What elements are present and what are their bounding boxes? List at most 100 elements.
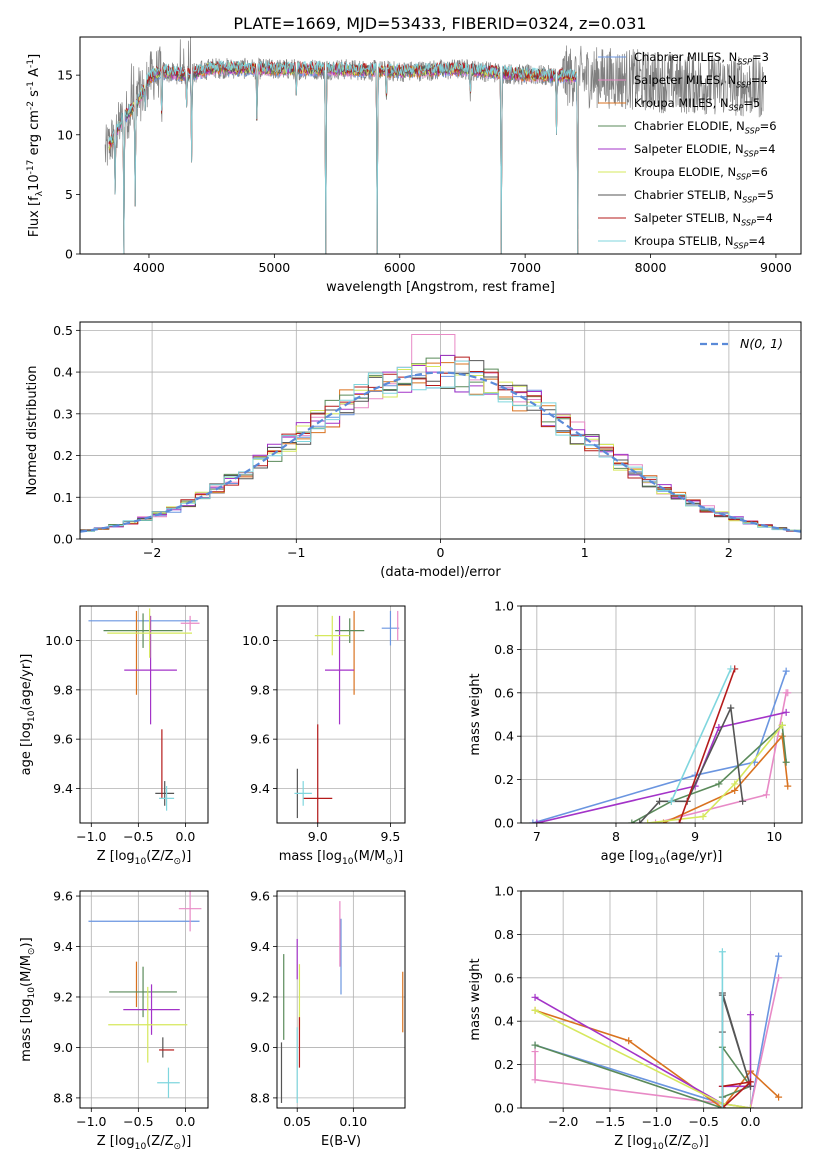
series-line — [534, 1009, 780, 1108]
plot-area-mass-weight-vs-Z — [531, 948, 783, 1108]
plus-marker — [699, 812, 707, 820]
model-spectrum-1 — [108, 63, 579, 254]
plus-marker — [784, 782, 792, 790]
errorbar-point-9 — [157, 1067, 180, 1098]
y-tick-label: 10.0 — [242, 633, 270, 648]
series-line — [678, 668, 736, 823]
y-tick-label: 9.2 — [53, 989, 73, 1004]
x-tick-label: −1 — [287, 545, 305, 560]
residual-histogram-2 — [80, 334, 801, 532]
y-tick-label: 0.1 — [53, 490, 73, 505]
plus-marker — [775, 1093, 783, 1101]
y-axis-label: Flux [fλ​10-17​ erg cm-2​ s-1​ A-1​] — [26, 54, 45, 237]
axes-frame — [276, 890, 406, 1109]
panel-mass-weight-vs-age: 7 8 9 10 0.0 0.2 0.4 0.6 0.8 1.0 age [log10​(age/y… — [468, 599, 803, 867]
spectrum-legend: Chabrier MILES, NSSP​=3 Salpeter MILES, N… — [598, 50, 777, 250]
x-axis-label: Z [log10​(Z/Z⊙​)] — [614, 1134, 709, 1152]
plus-marker — [746, 1011, 754, 1019]
plus-marker — [775, 974, 783, 982]
x-tick-label: 5000 — [258, 260, 290, 275]
model-spectrum-7 — [108, 61, 579, 254]
plus-marker — [531, 1041, 539, 1049]
y-tick-label: 15 — [57, 68, 73, 83]
x-axis-label: Z [log10​(Z/Z⊙​)] — [97, 1134, 192, 1152]
model-spectrum-9 — [108, 60, 579, 254]
y-tick-label: 9.2 — [250, 989, 270, 1004]
series-line — [647, 724, 783, 823]
y-axis-label: mass [log10​(M/M⊙​)] — [19, 937, 37, 1061]
plus-marker — [746, 1078, 754, 1086]
y-tick-label: 1.0 — [494, 599, 514, 614]
y-tick-label: 0.4 — [494, 1014, 514, 1029]
plus-marker — [529, 819, 537, 823]
plus-marker — [782, 667, 790, 675]
x-tick-label: 0.0 — [741, 1114, 761, 1129]
series-line — [663, 734, 789, 823]
panel-age-vs-mass: 9.0 9.5 9.4 9.6 9.8 10.0 mass [log10​(M/M⊙​)] — [242, 605, 406, 867]
y-tick-label: 9.4 — [250, 939, 270, 954]
errorbar-point-9 — [159, 786, 175, 811]
y-tick-label: 0.6 — [494, 970, 514, 985]
y-axis-label: mass weight — [468, 673, 483, 755]
plus-marker — [675, 819, 683, 823]
weight-series-2 — [652, 689, 792, 823]
plus-marker — [778, 732, 786, 740]
axes-frame — [520, 890, 803, 1109]
series-line — [655, 691, 788, 823]
plus-marker — [667, 797, 675, 805]
plus-marker — [636, 819, 644, 823]
x-tick-label: 0 — [437, 545, 445, 560]
model-spectrum-3 — [108, 63, 579, 254]
panel-mass-weight-vs-Z: −2.0 −1.5 −1.0 −0.5 0.0 0.0 0.2 0.4 0.6 0.8 1.0 Z [… — [468, 884, 803, 1152]
plus-marker — [531, 1006, 539, 1014]
x-tick-label: −0.5 — [123, 829, 153, 844]
y-tick-label: 1.0 — [494, 884, 514, 899]
plot-area-residuals — [80, 334, 801, 533]
x-tick-label: 2 — [725, 545, 733, 560]
plus-marker — [531, 993, 539, 1001]
panel-age-vs-Z: −1.0 −0.5 0.0 9.4 9.6 9.8 10.0 Z [log10​(Z/Z⊙​)… — [19, 605, 209, 867]
legend-label-6: Kroupa ELODIE, NSSP​=6 — [634, 165, 768, 181]
plot-area-spectrum — [104, 37, 764, 254]
y-tick-label: 0.0 — [53, 532, 73, 547]
y-tick-label: 9.0 — [250, 1040, 270, 1055]
y-tick-label: 0.0 — [494, 1101, 514, 1116]
weight-series-9 — [667, 665, 735, 805]
series-line — [536, 711, 787, 823]
errorbar-point-5 — [325, 615, 355, 725]
plus-marker — [731, 786, 739, 794]
plus-marker — [778, 721, 786, 729]
plus-marker — [531, 1076, 539, 1084]
y-tick-label: 0.4 — [53, 365, 73, 380]
y-tick-label: 0.5 — [53, 323, 73, 338]
y-tick-label: 0.8 — [494, 642, 514, 657]
model-spectrum-2 — [108, 64, 579, 254]
x-axis-label: E(B-V) — [321, 1134, 361, 1149]
plot-area-age-vs-Z — [88, 608, 200, 811]
errorbar-point-9 — [294, 781, 312, 806]
plus-marker — [727, 665, 735, 673]
x-tick-label: −2.0 — [548, 1114, 578, 1129]
y-tick-label: 9.6 — [250, 889, 270, 904]
x-tick-label: 9000 — [760, 260, 792, 275]
y-tick-label: 9.6 — [53, 732, 73, 747]
axes-frame — [520, 605, 803, 824]
plus-marker — [784, 689, 792, 697]
y-tick-label: 5 — [65, 187, 73, 202]
x-tick-label: 7000 — [509, 260, 541, 275]
figure-title: PLATE=1669, MJD=53433, FIBERID=0324, z=0… — [233, 14, 646, 33]
y-tick-label: 8.8 — [53, 1090, 73, 1105]
model-spectrum-6 — [108, 61, 579, 254]
x-tick-label: 7 — [533, 829, 541, 844]
x-tick-label: −1.0 — [642, 1114, 672, 1129]
x-tick-label: 10 — [766, 829, 782, 844]
legend-label-1: Chabrier MILES, NSSP​=3 — [634, 50, 769, 66]
plus-marker — [727, 704, 735, 712]
plus-marker — [718, 1104, 726, 1108]
x-tick-label: −0.5 — [123, 1114, 153, 1129]
y-axis-label: mass weight — [468, 958, 483, 1040]
y-tick-label: 0.2 — [494, 772, 514, 787]
y-tick-label: 10 — [57, 127, 73, 142]
plot-area-mass-vs-ebv — [280, 901, 404, 1103]
